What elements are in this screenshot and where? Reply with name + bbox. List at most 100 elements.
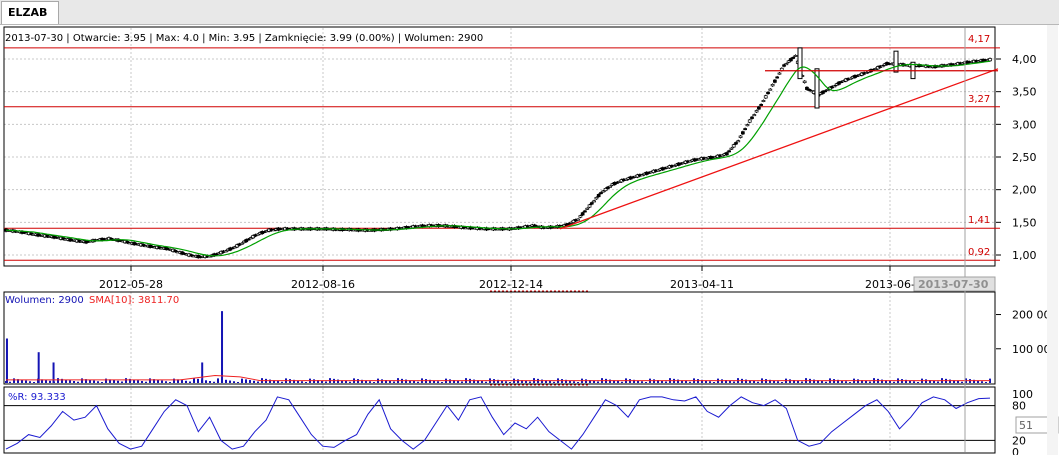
candle-body [837, 81, 841, 85]
candle-body [814, 68, 820, 109]
wr-line [5, 396, 991, 450]
candle-body [766, 91, 770, 95]
candle-body [608, 185, 612, 188]
wr-tick-label: 0 [1012, 446, 1019, 455]
candle-body [893, 50, 899, 73]
candle-body [583, 210, 587, 213]
candle-body [605, 186, 610, 189]
wr-legend: %R: 93.333 [8, 392, 66, 403]
candle-body [724, 152, 729, 156]
cursor-date-box [913, 276, 996, 292]
candle-body [576, 218, 580, 221]
wr-tick-label: 80 [1012, 400, 1026, 413]
x-tick-label: 2012-05-28 [99, 278, 163, 291]
candle-body [585, 207, 590, 210]
candle-body [246, 238, 251, 241]
candle-body [251, 235, 255, 239]
candle-body [640, 174, 645, 177]
level-label-417: 4,17 [968, 34, 990, 45]
y-tick-label: 3,50 [1012, 86, 1037, 99]
wr-value: 51 [1019, 419, 1033, 432]
level-label-141: 1,41 [968, 215, 990, 226]
moving-average-line [5, 60, 991, 257]
volume-panel-frame [3, 291, 996, 385]
candle-body [745, 124, 750, 127]
candle-body [239, 242, 244, 245]
candle-body [594, 197, 599, 200]
candle-body [747, 119, 752, 123]
candle-body [807, 88, 812, 91]
candle-body [797, 47, 803, 80]
candle-body [752, 114, 757, 117]
candle-body [789, 58, 793, 62]
trend-line [559, 68, 999, 230]
candle-body [754, 110, 759, 113]
candle-body [848, 77, 853, 80]
candle-body [802, 80, 807, 84]
vol-tick-label: 200 000 [1012, 309, 1058, 322]
candle-body [587, 204, 592, 208]
candle-body [738, 135, 743, 138]
candle-body [720, 154, 725, 157]
candle-body [173, 249, 178, 253]
candle-body [729, 147, 734, 150]
candle-body [786, 60, 791, 63]
stock-chart: 2012-05-28 2012-08-16 2012-12-14 2013-04-11… [3, 26, 1059, 455]
candle-body [757, 106, 761, 110]
candle-body [773, 79, 777, 83]
candle-body [768, 88, 773, 91]
candle-body [589, 202, 594, 205]
candle-body [578, 215, 583, 218]
candle-body [596, 194, 601, 198]
y-tick-label: 2,00 [1012, 184, 1037, 197]
candle-body [599, 192, 603, 195]
candle-body [988, 58, 992, 62]
candle-body [672, 165, 677, 168]
candle-body [29, 232, 34, 235]
candle-body [688, 160, 693, 163]
x-tick-label: 2013-06- [865, 278, 915, 291]
candle-body [784, 63, 789, 66]
candle-body [592, 200, 596, 203]
y-tick-label: 1,50 [1012, 216, 1037, 229]
candle-body [823, 90, 828, 93]
candle-body [741, 131, 745, 135]
right-scroll-strip[interactable] [1047, 25, 1058, 455]
candle-body [736, 140, 741, 143]
candle-body [821, 90, 825, 94]
candle-body [759, 103, 764, 106]
candle-body [141, 244, 146, 247]
candle-body [880, 65, 885, 68]
candle-body [864, 72, 869, 75]
candle-body [580, 212, 585, 216]
candle-body [656, 169, 661, 172]
candle-body [255, 233, 260, 236]
candle-body [777, 72, 782, 75]
candle-body [125, 241, 130, 244]
candle-body [770, 83, 775, 87]
y-tick-label: 4,00 [1012, 53, 1037, 66]
candle-body [731, 144, 736, 148]
level-label-327: 3,27 [968, 94, 990, 105]
candle-body [727, 150, 731, 153]
candle-body [791, 56, 796, 59]
candle-body [763, 95, 768, 99]
candle-body [223, 250, 228, 253]
x-tick-label: 2012-12-14 [479, 278, 543, 291]
candle-body [567, 223, 571, 225]
candle-body [805, 86, 809, 90]
level-label-092: 0,92 [968, 247, 990, 258]
candle-body [750, 116, 754, 119]
vol-tick-label: 100 000 [1012, 343, 1058, 356]
x-tick-label: 2012-08-16 [291, 278, 355, 291]
volume-legend: Wolumen: 2900 [5, 295, 84, 306]
volume-sma-legend: SMA[10]: 3811.70 [89, 295, 179, 306]
info-bar: 2013-07-30 | Otwarcie: 3.95 | Max: 4.0 |… [5, 33, 483, 44]
tab-bar: ELZAB [0, 0, 1059, 25]
tab-elzab[interactable]: ELZAB [1, 1, 59, 24]
x-tick-label: 2013-04-11 [670, 278, 734, 291]
y-tick-label: 1,00 [1012, 249, 1037, 262]
cursor-date-label: 2013-07-30 [918, 278, 989, 291]
y-tick-label: 2,50 [1012, 151, 1037, 164]
candle-body [743, 128, 747, 131]
